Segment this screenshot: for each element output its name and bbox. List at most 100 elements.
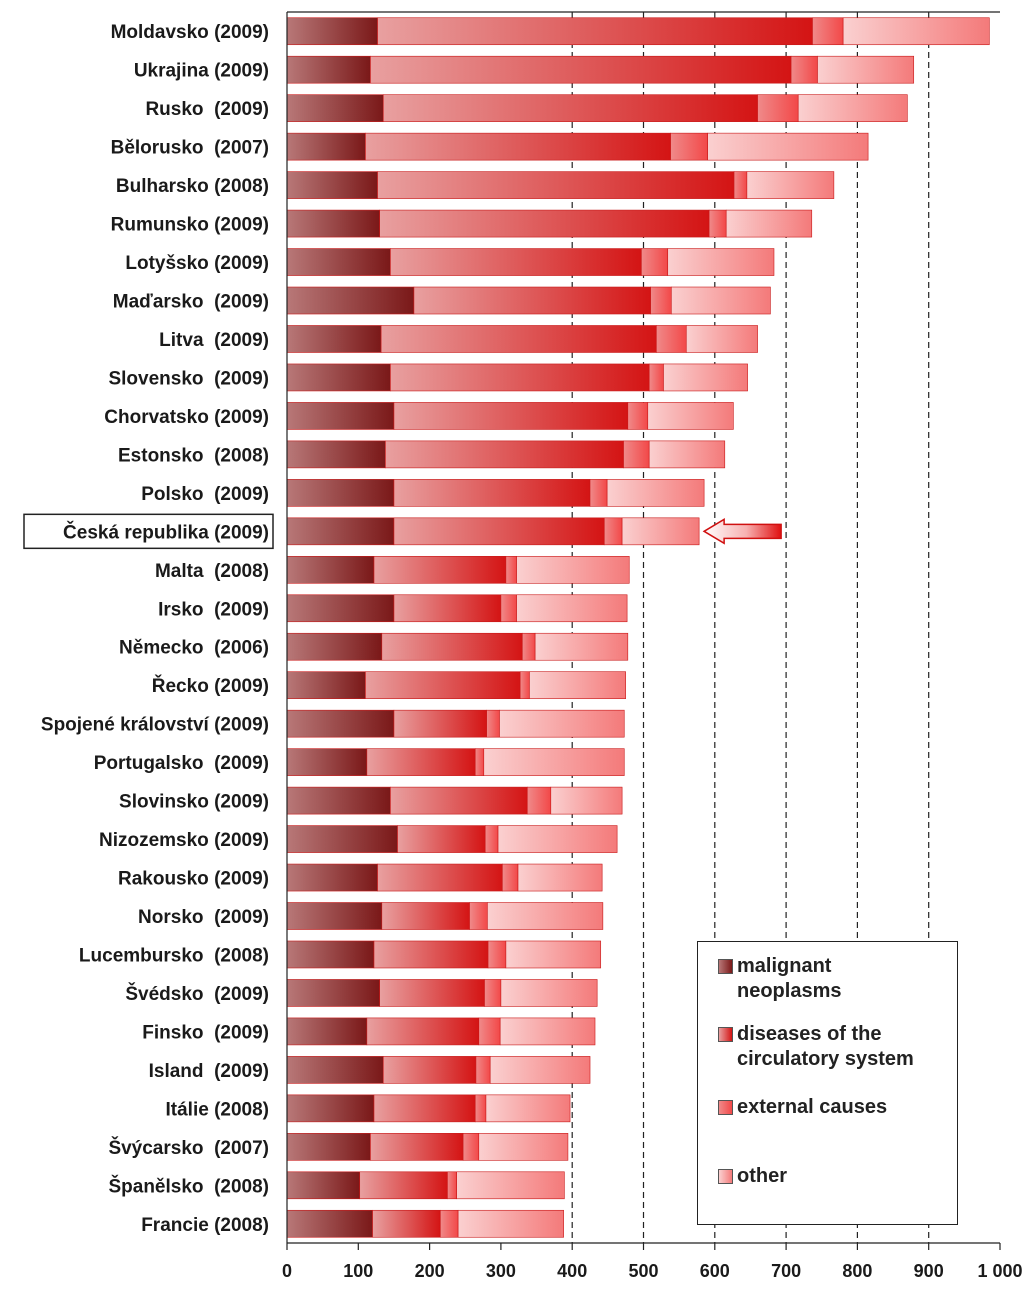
category-label: Slovinsko (2009) [119,792,269,813]
bar-segment-malignant [286,1209,373,1238]
x-tick-label: 200 [415,1261,445,1281]
bar-segment-circulatory [390,786,528,815]
bar-segment-circulatory [393,479,591,507]
bar-segment-circulatory [397,825,486,853]
bar-segment-circulatory [393,709,487,738]
bar-segment-other [534,632,629,661]
bar-segment-circulatory [377,171,735,199]
bar-segment-circulatory [365,671,521,700]
category-label: Moldavsko (2009) [111,22,269,43]
bar-segment-malignant [286,555,375,584]
bar-segment-malignant [286,979,380,1007]
bar-segment-other [817,55,915,84]
bar-segment-malignant [286,363,391,392]
bar-segment-other [456,1171,565,1200]
bar-segment-external [486,709,500,738]
bar-segment-circulatory [390,363,650,392]
bar-segment-circulatory [390,248,642,276]
bar-segment-malignant [286,786,391,815]
bar-segment-other [499,1017,596,1046]
bar-segment-malignant [286,671,366,700]
category-label: Irsko (2009) [158,599,269,620]
category-label: Řecko (2009) [152,675,269,697]
bar-segment-other [497,825,618,853]
bar-segment-malignant [286,94,384,122]
x-tick-label: 300 [486,1261,516,1281]
bar-segment-external [484,825,499,853]
bar-segment-external [526,786,552,815]
legend-label-circulatory: diseases of the circulatory system [737,1023,914,1070]
bar-segment-other [529,671,626,700]
bar-segment-malignant [286,479,395,507]
bar-segment-malignant [286,248,391,276]
x-tick-labels: 0 100 200 300 400 500 600 700 800 900 1 000 [282,1243,1023,1281]
category-label: Polsko (2009) [141,484,269,505]
bar-segment-other [483,748,625,776]
category-label: Bělorusko (2007) [111,138,269,159]
bar-segment-external [519,671,530,700]
category-label: Finsko (2009) [142,1022,269,1043]
bar-segment-external [623,440,650,469]
bar-segment-malignant [286,863,378,892]
bar-segment-malignant [286,325,382,353]
bar-segment-circulatory [370,1133,464,1161]
bar-segment-external [474,1094,487,1123]
bar-segment-external [521,632,536,661]
category-label: Malta (2008) [155,561,269,582]
bar-segment-malignant [286,286,415,315]
bar-segment-other [671,286,771,315]
legend-item-circulatory: diseases of the circulatory system [718,1022,914,1072]
bar-segment-external [733,171,748,199]
category-label: Bulharsko (2008) [116,176,269,197]
bar-segment-malignant [286,825,398,853]
category-label: Španělsko (2008) [108,1175,269,1197]
bar-segment-other [746,171,835,199]
category-label: Lucembursko (2008) [79,945,269,966]
bar-segment-other [842,17,990,46]
bar-segment-circulatory [379,979,485,1007]
category-label: Itálie (2008) [166,1099,270,1120]
bar-segment-circulatory [380,325,657,353]
bar-segment-circulatory [413,286,651,315]
bar-segment-malignant [286,517,395,546]
bar-segment-other [663,363,748,392]
bar-segment-external [656,325,687,353]
legend: malignant neoplasms diseases of the circ… [697,941,958,1225]
bar-segment-other [667,248,775,276]
bar-segment-circulatory [377,17,813,46]
bar-segment-malignant [286,902,383,930]
bar-segment-circulatory [377,863,503,892]
bar-segment-circulatory [382,94,758,122]
category-label: Švédsko (2009) [125,983,269,1005]
bars-group [286,17,990,1238]
bar-segment-circulatory [365,132,671,161]
bar-segment-external [447,1171,457,1200]
legend-swatch-circulatory [718,1027,733,1042]
bar-segment-other [500,979,598,1007]
bar-segment-other [516,555,630,584]
bar-segment-circulatory [373,555,507,584]
bar-segment-malignant [286,402,395,430]
bar-segment-other [621,517,700,546]
legend-label-malignant: malignant neoplasms [737,955,842,1002]
highlight-arrow-icon [702,518,782,545]
bar-segment-malignant [286,1094,375,1123]
bar-segment-other [457,1209,564,1238]
x-tick-label: 1 000 [977,1261,1022,1281]
bar-segment-circulatory [393,402,629,430]
bar-segment-other [685,325,758,353]
bar-segment-malignant [286,1017,368,1046]
category-label: Slovensko (2009) [108,368,269,389]
bar-segment-circulatory [370,55,792,84]
bar-segment-external [603,517,623,546]
x-tick-label: 800 [842,1261,872,1281]
bar-segment-circulatory [373,940,489,969]
bar-segment-external [469,902,488,930]
legend-label-external: external causes [737,1096,888,1118]
x-tick-label: 100 [343,1261,373,1281]
bar-segment-other [517,863,603,892]
bar-segment-other [478,1133,569,1161]
bar-segment-external [487,940,507,969]
category-label: Portugalsko (2009) [94,753,269,774]
